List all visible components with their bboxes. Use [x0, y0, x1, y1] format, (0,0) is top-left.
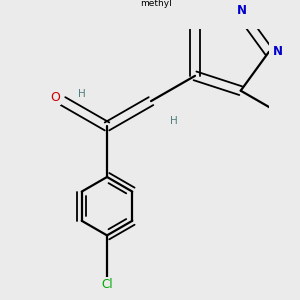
Text: H: H [170, 116, 178, 126]
Text: N: N [237, 4, 247, 17]
Text: H: H [78, 88, 86, 98]
Text: O: O [50, 91, 60, 103]
Text: methyl: methyl [140, 0, 172, 8]
Text: Cl: Cl [101, 278, 113, 291]
Text: N: N [273, 45, 283, 58]
